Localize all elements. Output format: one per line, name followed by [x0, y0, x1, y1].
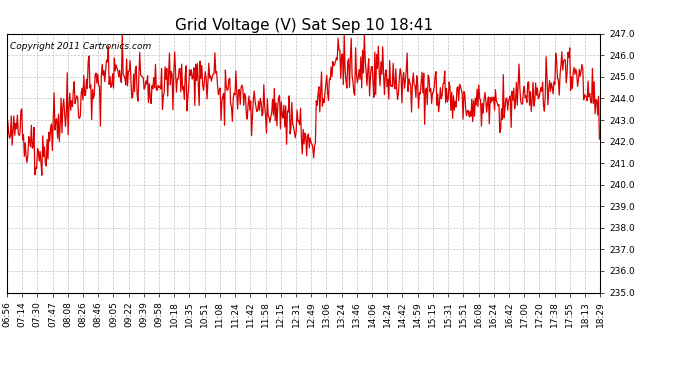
Text: Copyright 2011 Cartronics.com: Copyright 2011 Cartronics.com [10, 42, 151, 51]
Title: Grid Voltage (V) Sat Sep 10 18:41: Grid Voltage (V) Sat Sep 10 18:41 [175, 18, 433, 33]
